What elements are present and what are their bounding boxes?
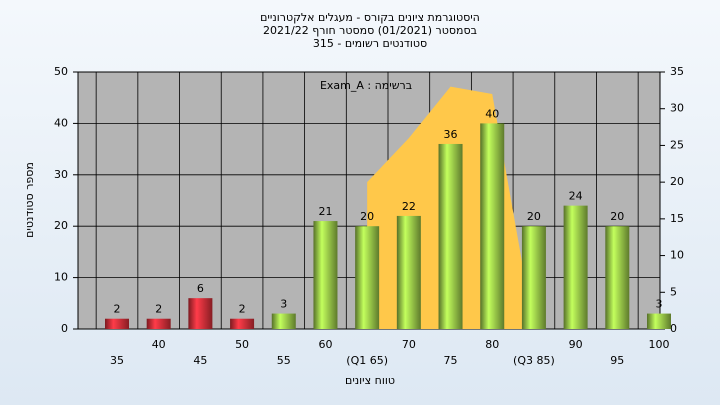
y-tick-label: 50 bbox=[54, 65, 68, 78]
data-label: 40 bbox=[485, 107, 499, 120]
title-line: סטודנטים רשומים - 315 bbox=[313, 37, 427, 50]
x-axis-label: טווח ציונים bbox=[345, 374, 395, 387]
data-label: 2 bbox=[155, 303, 162, 316]
x-tick-label: 75 bbox=[444, 354, 458, 367]
y2-tick-label: 30 bbox=[670, 102, 684, 115]
data-label: 36 bbox=[444, 128, 458, 141]
annotation: Exam_A : ברשימה bbox=[320, 79, 412, 92]
y2-tick-label: 15 bbox=[670, 212, 684, 225]
y2-tick-label: 5 bbox=[670, 285, 677, 298]
y-axis-label: מספר סטודנטים bbox=[23, 162, 36, 238]
bar bbox=[146, 318, 171, 329]
x-tick-label: 90 bbox=[569, 338, 583, 351]
y2-tick-label: 20 bbox=[670, 175, 684, 188]
x-tick-label: 80 bbox=[485, 338, 499, 351]
x-tick-label: (Q3 85) bbox=[513, 354, 555, 367]
x-tick-label: 55 bbox=[277, 354, 291, 367]
data-label: 6 bbox=[197, 282, 204, 295]
title-line: היסטוגרמת ציונים בקורס - מעגלים אלקטרוני… bbox=[260, 11, 480, 24]
bar bbox=[396, 215, 421, 329]
bar bbox=[105, 318, 129, 329]
y-tick-label: 10 bbox=[54, 271, 68, 284]
bar bbox=[563, 205, 588, 329]
data-label: 21 bbox=[318, 205, 332, 218]
y-tick-label: 0 bbox=[61, 322, 68, 335]
y2-tick-label: 0 bbox=[670, 322, 677, 335]
x-tick-label: 45 bbox=[193, 354, 207, 367]
data-label: 20 bbox=[360, 210, 374, 223]
data-label: 20 bbox=[610, 210, 624, 223]
x-tick-label: 70 bbox=[402, 338, 416, 351]
bar bbox=[605, 226, 630, 329]
x-tick-label: 60 bbox=[318, 338, 332, 351]
bar bbox=[271, 313, 296, 329]
data-label: 24 bbox=[569, 190, 583, 203]
x-tick-label: 50 bbox=[235, 338, 249, 351]
y-tick-label: 40 bbox=[54, 116, 68, 129]
x-tick-label: 95 bbox=[610, 354, 624, 367]
data-label: 3 bbox=[656, 298, 663, 311]
data-label: 3 bbox=[280, 298, 287, 311]
bar bbox=[313, 221, 338, 329]
y-tick-label: 20 bbox=[54, 219, 68, 232]
x-tick-label: 35 bbox=[110, 354, 124, 367]
data-label: 22 bbox=[402, 200, 416, 213]
data-label: 20 bbox=[527, 210, 541, 223]
bar bbox=[188, 298, 213, 329]
y2-tick-label: 25 bbox=[670, 138, 684, 151]
y2-tick-label: 10 bbox=[670, 249, 684, 262]
data-label: 2 bbox=[239, 303, 246, 316]
y-tick-label: 30 bbox=[54, 168, 68, 181]
bar bbox=[355, 226, 380, 329]
bar bbox=[480, 123, 505, 330]
bar bbox=[521, 226, 546, 329]
title-line: בסמסטר (01/2021) סמסטר חורף 2021/22 bbox=[263, 24, 477, 37]
bar bbox=[230, 318, 255, 329]
data-label: 2 bbox=[114, 303, 121, 316]
bar bbox=[438, 143, 463, 329]
x-tick-label: (Q1 65) bbox=[346, 354, 388, 367]
x-tick-label: 100 bbox=[649, 338, 670, 351]
bar bbox=[647, 313, 671, 329]
y2-tick-label: 35 bbox=[670, 65, 684, 78]
x-tick-label: 40 bbox=[152, 338, 166, 351]
